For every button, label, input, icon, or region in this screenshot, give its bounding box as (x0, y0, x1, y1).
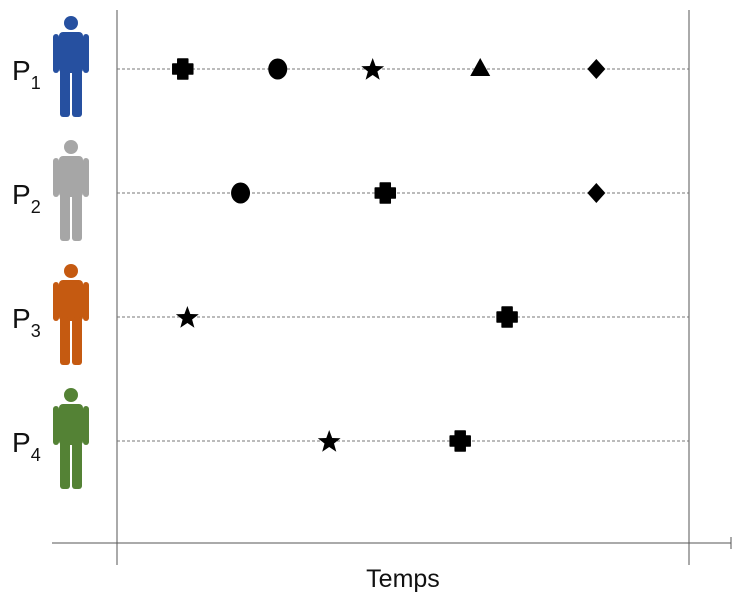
participant-letter: P (12, 303, 31, 334)
x-axis-title: Temps (366, 565, 440, 592)
cross-marker (449, 430, 471, 452)
cross-marker (496, 306, 518, 328)
participant-subscript: 3 (31, 321, 41, 341)
person-icon (53, 140, 89, 241)
triangle-marker (470, 58, 491, 76)
participant-row: P1 (12, 16, 689, 117)
participant-letter: P (12, 55, 31, 86)
cross-marker (172, 58, 194, 80)
participant-row: P4 (12, 388, 689, 489)
star-marker (175, 306, 199, 328)
participant-subscript: 4 (31, 445, 41, 465)
participant-label: P4 (12, 427, 41, 465)
diamond-marker (587, 183, 606, 203)
person-icon (53, 264, 89, 365)
participant-subscript: 1 (31, 73, 41, 93)
star-marker (361, 58, 385, 80)
participant-letter: P (12, 179, 31, 210)
participant-subscript: 2 (31, 197, 41, 217)
star-marker (317, 430, 341, 452)
participant-row: P3 (12, 264, 689, 365)
person-icon (53, 388, 89, 489)
participant-label: P1 (12, 55, 41, 93)
participant-letter: P (12, 427, 31, 458)
diamond-marker (587, 59, 606, 79)
circle-marker (268, 58, 288, 80)
cross-marker (374, 182, 397, 204)
person-icon (53, 16, 89, 117)
participant-label: P3 (12, 303, 41, 341)
circle-marker (231, 182, 251, 204)
participant-row: P2 (12, 140, 689, 241)
axes (52, 10, 732, 565)
participant-label: P2 (12, 179, 41, 217)
